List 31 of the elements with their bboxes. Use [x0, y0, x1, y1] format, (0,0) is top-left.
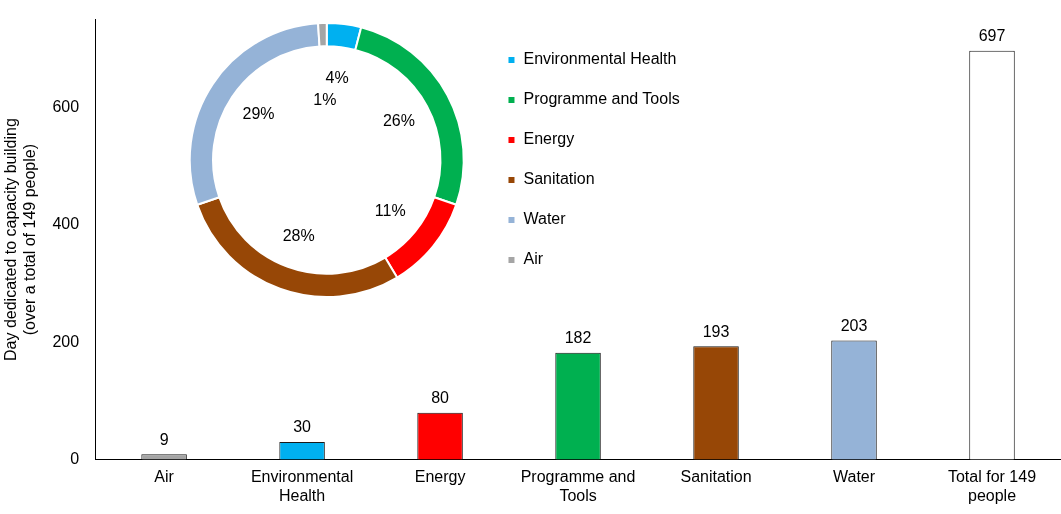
- x-tick-label: Energy: [414, 467, 466, 485]
- data-label: 29%: [242, 105, 275, 123]
- y-axis-title: Day dedicated to capacity building (over a total of 149 people): [2, 118, 39, 362]
- legend-label: Programme and Tools: [523, 90, 680, 108]
- x-tick-label: Water: [832, 467, 876, 485]
- legend-label: Sanitation: [523, 170, 595, 188]
- legend-label: Energy: [523, 130, 575, 148]
- data-label: 28%: [282, 227, 315, 245]
- data-label: 26%: [382, 111, 415, 129]
- data-label: 193: [702, 322, 730, 340]
- y-tick-label: 600: [52, 98, 80, 116]
- x-tick-label: Environmental Health: [250, 467, 354, 504]
- legend-label: Environmental Health: [523, 50, 677, 68]
- x-tick-label: Air: [154, 467, 175, 485]
- legend-label: Water: [523, 210, 567, 228]
- x-tick-label: Sanitation: [680, 467, 752, 485]
- data-label: 203: [840, 316, 868, 334]
- data-label: 11%: [374, 202, 406, 220]
- x-tick-label: Programme and Tools: [520, 467, 636, 504]
- data-label: 30: [293, 418, 312, 436]
- y-tick-label: 200: [52, 332, 80, 350]
- x-tick-label: Total for 149 people: [947, 467, 1037, 504]
- data-label: 182: [564, 329, 592, 347]
- data-label: 9: [159, 430, 169, 448]
- data-label: 697: [978, 27, 1006, 45]
- legend-label: Air: [523, 250, 544, 268]
- data-label: 1%: [313, 90, 337, 108]
- data-label: 4%: [325, 69, 349, 87]
- y-tick-label: 0: [70, 450, 80, 468]
- y-tick-label: 400: [52, 215, 80, 233]
- data-label: 80: [431, 389, 450, 407]
